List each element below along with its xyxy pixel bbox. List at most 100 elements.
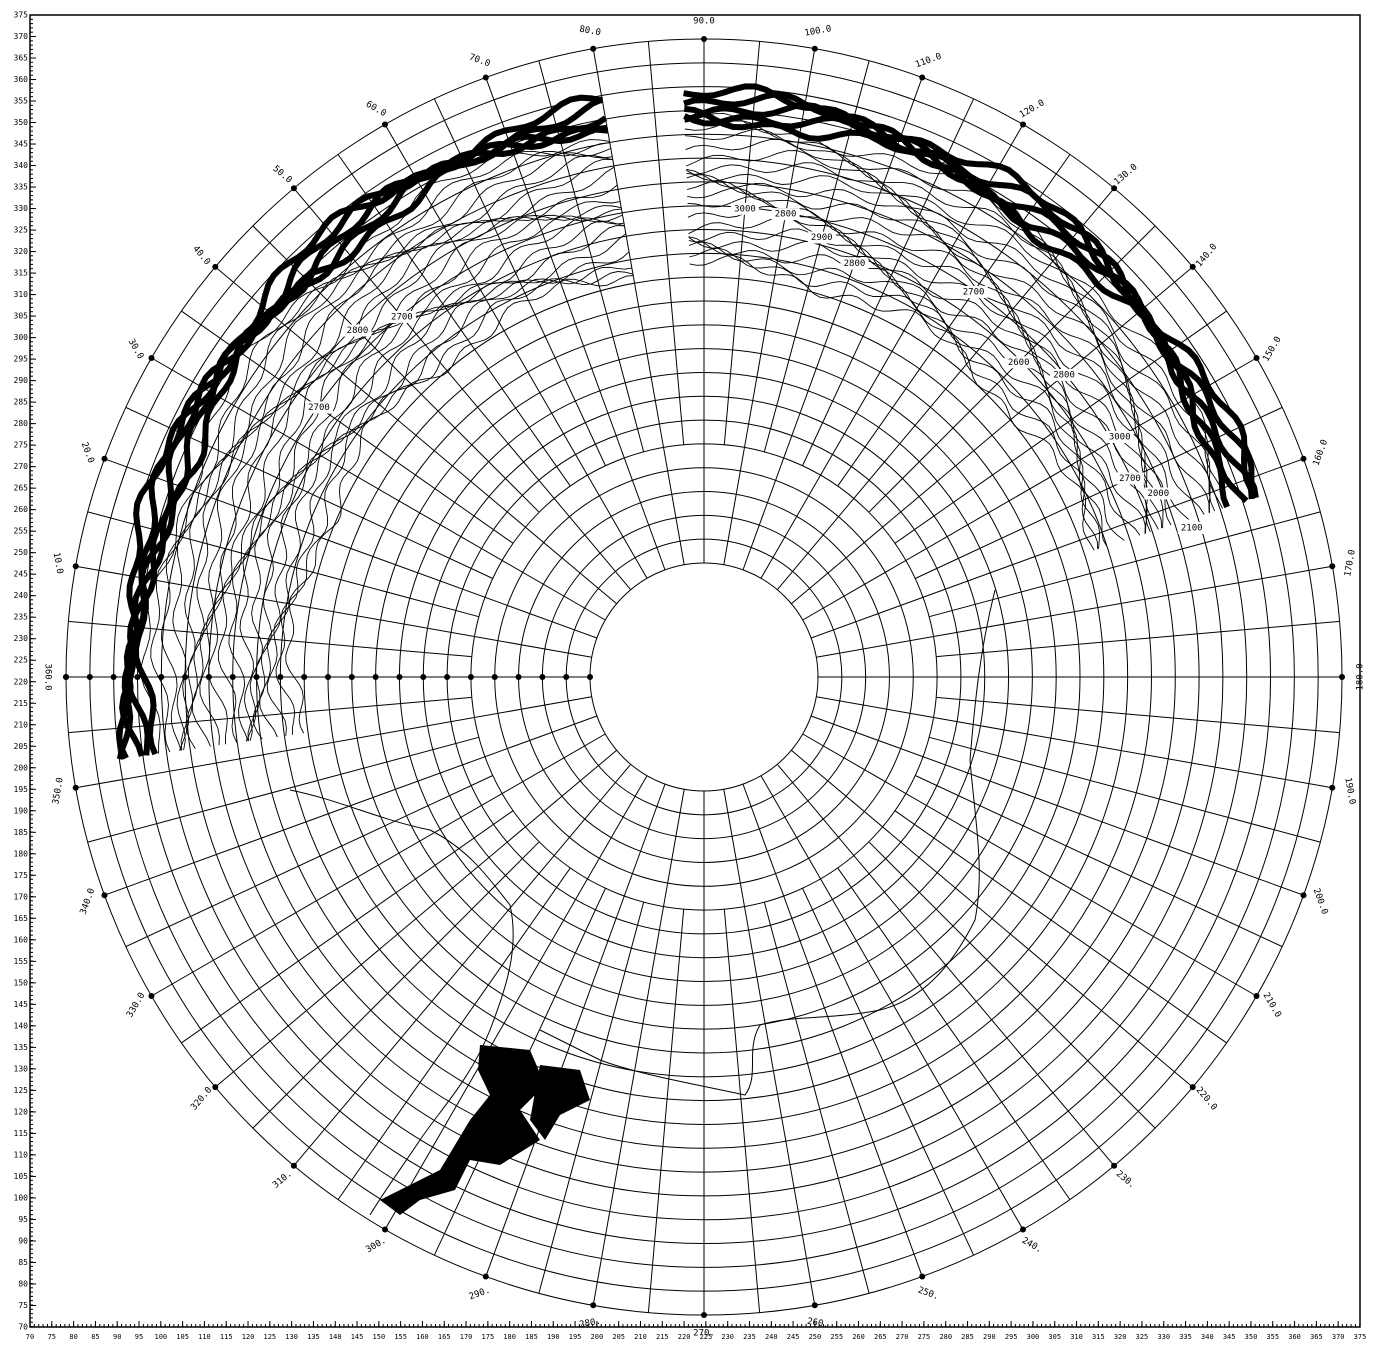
y-tick-label: 315 <box>14 269 29 278</box>
meridian-line <box>486 77 665 569</box>
y-tick-label: 105 <box>14 1172 29 1181</box>
contour-label: 2100 <box>1181 523 1203 533</box>
meridian-label: 70.0 <box>468 53 492 70</box>
x-tick-label: 90 <box>113 1333 121 1341</box>
grid-dot <box>444 674 450 680</box>
meridian-line <box>648 41 683 444</box>
grid-dot <box>373 674 379 680</box>
grid-dot <box>111 674 117 680</box>
contour-line <box>218 209 621 743</box>
y-tick-label: 335 <box>14 183 29 192</box>
frame <box>30 15 1360 1327</box>
meridian-line <box>803 99 974 466</box>
meridian-dot <box>148 355 154 361</box>
x-tick-label: 235 <box>743 1333 756 1341</box>
contour-line <box>180 155 613 750</box>
x-tick-label: 195 <box>569 1333 582 1341</box>
contour-label: 2000 <box>1147 489 1169 499</box>
y-tick-label: 160 <box>14 935 29 944</box>
meridian-dot <box>1301 892 1307 898</box>
y-tick-label: 360 <box>14 75 29 84</box>
x-tick-label: 300 <box>1027 1333 1040 1341</box>
contour-label: 3000 <box>734 204 756 214</box>
y-tick-label: 170 <box>14 892 29 901</box>
meridian-line <box>929 737 1320 842</box>
meridian-line <box>486 784 665 1276</box>
y-tick-label: 215 <box>14 699 29 708</box>
grid-dot <box>587 674 593 680</box>
x-tick-label: 130 <box>285 1333 298 1341</box>
meridian-line <box>936 621 1339 656</box>
x-tick-label: 100 <box>154 1333 167 1341</box>
grid-dot <box>349 674 355 680</box>
grid-dot <box>516 674 522 680</box>
y-tick-label: 275 <box>14 441 29 450</box>
x-tick-label: 260 <box>852 1333 865 1341</box>
x-tick-label: 220 <box>678 1333 691 1341</box>
x-tick-label: 210 <box>634 1333 647 1341</box>
grid-dot <box>420 674 426 680</box>
meridian-dot <box>63 674 69 680</box>
meridian-dot <box>590 46 596 52</box>
y-tick-label: 180 <box>14 849 29 858</box>
x-tick-label: 375 <box>1354 1333 1367 1341</box>
meridian-label: 100.0 <box>804 24 832 39</box>
x-tick-label: 250 <box>809 1333 822 1341</box>
x-tick-label: 215 <box>656 1333 669 1341</box>
meridian-dot <box>812 1302 818 1308</box>
meridian-line <box>816 697 1332 788</box>
x-tick-label: 240 <box>765 1333 778 1341</box>
y-tick-label: 210 <box>14 720 29 729</box>
meridian-line <box>816 566 1332 657</box>
meridian-line <box>936 697 1339 732</box>
meridian-line <box>104 459 596 638</box>
y-tick-label: 255 <box>14 527 29 536</box>
meridian-line <box>593 49 684 565</box>
contour-label: 2700 <box>391 312 413 322</box>
meridian-label: 170.0 <box>1343 549 1358 577</box>
contour-label: 2700 <box>1119 474 1141 484</box>
y-tick-label: 350 <box>14 118 29 127</box>
meridian-dot <box>212 1084 218 1090</box>
grid-dot <box>468 674 474 680</box>
meridian-line <box>181 811 513 1043</box>
y-tick-label: 200 <box>14 763 29 772</box>
grid-dot <box>230 674 236 680</box>
meridian-label: 360.0 <box>43 663 53 690</box>
x-tick-label: 345 <box>1223 1333 1236 1341</box>
grid-dot <box>563 674 569 680</box>
meridian-label: 200.0 <box>1311 887 1330 916</box>
meridian-label: 130.0 <box>1112 162 1139 187</box>
x-tick-label: 205 <box>612 1333 625 1341</box>
meridian-line <box>869 842 1155 1128</box>
y-tick-label: 185 <box>14 828 29 837</box>
meridian-dot <box>1339 674 1345 680</box>
meridian-dot <box>212 264 218 270</box>
grid-dot <box>206 674 212 680</box>
x-tick-label: 150 <box>373 1333 386 1341</box>
x-tick-label: 280 <box>939 1333 952 1341</box>
contour-label: 2900 <box>811 233 833 243</box>
x-tick-label: 245 <box>787 1333 800 1341</box>
x-tick-label: 190 <box>547 1333 560 1341</box>
meridian-line <box>761 124 1023 578</box>
meridian-label: 30.0 <box>126 337 146 361</box>
meridian-dot <box>73 563 79 569</box>
meridian-label: 310. <box>271 1169 294 1191</box>
y-tick-label: 345 <box>14 140 29 149</box>
meridian-dot <box>101 456 107 462</box>
x-tick-label: 305 <box>1048 1333 1061 1341</box>
x-tick-label: 175 <box>482 1333 495 1341</box>
meridian-line <box>764 902 869 1293</box>
x-tick-label: 295 <box>1005 1333 1018 1341</box>
contour-label: 2700 <box>308 403 330 413</box>
meridian-line <box>181 311 513 543</box>
meridian-label: 250. <box>916 1286 940 1303</box>
meridian-dot <box>483 1274 489 1280</box>
latitude-circle <box>590 563 818 791</box>
contour-line <box>690 255 1095 550</box>
meridian-line <box>803 888 974 1255</box>
y-tick-label: 235 <box>14 613 29 622</box>
meridian-label: 110.0 <box>914 52 943 71</box>
meridian-label: 290. <box>468 1286 492 1303</box>
